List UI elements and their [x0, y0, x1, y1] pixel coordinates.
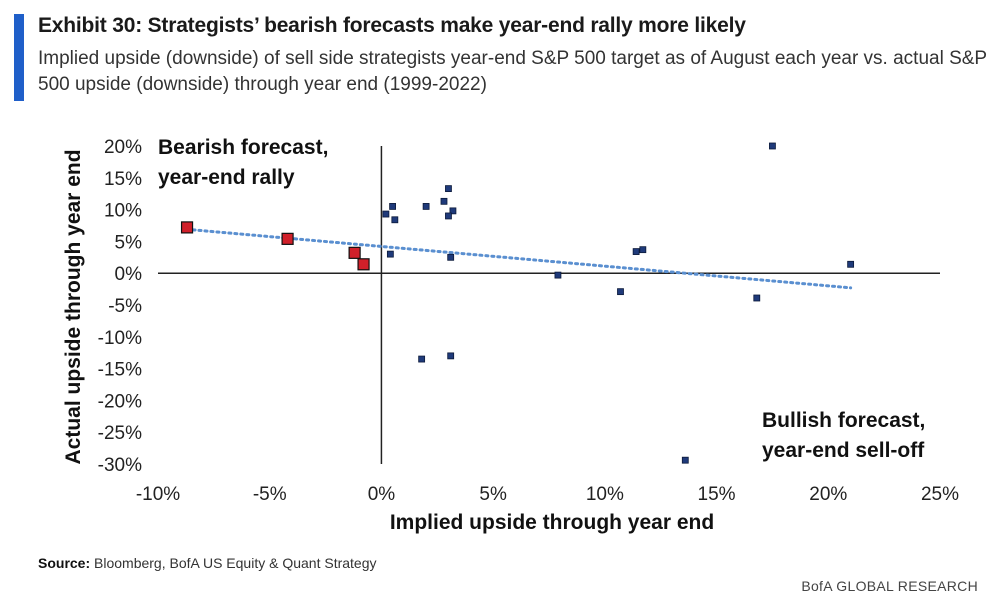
- data-point: [449, 207, 457, 215]
- x-tick-label: 25%: [921, 484, 959, 505]
- data-point: [447, 253, 455, 261]
- data-point: [386, 250, 394, 258]
- trendline: [185, 227, 853, 290]
- source-text: Bloomberg, BofA US Equity & Quant Strate…: [94, 555, 377, 571]
- data-point: [769, 142, 776, 150]
- annotation-text: Bullish forecast,: [762, 409, 925, 432]
- data-point: [554, 271, 562, 279]
- annotation-text: year-end sell-off: [762, 439, 925, 462]
- axes: [158, 146, 940, 464]
- y-axis-label: Actual upside through year end: [62, 149, 85, 464]
- data-point: [382, 210, 390, 218]
- data-point: [422, 203, 430, 210]
- source-label: Source:: [38, 555, 91, 571]
- y-tick-label: 20%: [104, 137, 142, 158]
- x-tick-label: 20%: [809, 484, 847, 505]
- data-point: [445, 212, 452, 220]
- y-tick-label: -30%: [98, 455, 142, 476]
- data-point: [391, 216, 399, 224]
- trendline-group: [185, 227, 853, 290]
- y-tick-label: 5%: [115, 232, 143, 253]
- annotation-text: Bearish forecast,: [158, 136, 328, 159]
- y-tick-label: 0%: [115, 264, 143, 285]
- y-tick-label: 15%: [104, 169, 142, 190]
- accent-bar: [14, 14, 24, 101]
- y-tick-label: -15%: [98, 360, 142, 381]
- y-tick-label: -20%: [98, 391, 142, 412]
- x-tick-label: 5%: [479, 484, 507, 505]
- x-tick-label: 0%: [368, 484, 396, 505]
- y-tick-label: -25%: [98, 423, 142, 444]
- page-title: Exhibit 30: Strategists’ bearish forecas…: [38, 14, 746, 37]
- x-tick-label: -10%: [136, 484, 180, 505]
- highlighted-point: [281, 232, 294, 245]
- y-tick-label: -10%: [98, 328, 142, 349]
- page-subtitle: Implied upside (downside) of sell side s…: [38, 48, 987, 95]
- annotation-text: year-end rally: [158, 166, 295, 189]
- data-point: [447, 352, 455, 360]
- x-tick-label: 10%: [586, 484, 624, 505]
- data-point: [632, 248, 640, 255]
- data-point: [440, 197, 448, 205]
- highlighted-point: [357, 258, 370, 271]
- highlighted-point: [348, 246, 361, 259]
- x-tick-label: -5%: [253, 484, 287, 505]
- data-point: [681, 456, 689, 464]
- data-point: [445, 185, 452, 193]
- highlighted-point: [180, 221, 194, 234]
- footer-brand: BofA GLOBAL RESEARCH: [801, 578, 978, 594]
- annotations: Bearish forecast, year-end rally Bullish f…: [158, 136, 925, 462]
- y-tick-label: 10%: [104, 201, 142, 222]
- data-point: [847, 260, 855, 268]
- data-point: [639, 246, 647, 254]
- data-point: [418, 355, 426, 363]
- data-point: [753, 294, 761, 302]
- x-tick-label: 15%: [698, 484, 736, 505]
- data-point: [617, 288, 624, 296]
- x-axis-ticks: -10% -5% 0% 5% 10% 15% 20% 25%: [136, 484, 959, 505]
- x-axis-label: Implied upside through year end: [390, 511, 714, 534]
- y-axis-ticks: 20% 15% 10% 5% 0% -5% -10% -15% -20% -25% -30%: [98, 137, 142, 476]
- points-group: [180, 142, 855, 464]
- data-point: [389, 203, 397, 210]
- source-note: Source: Bloomberg, BofA US Equity & Quan…: [38, 555, 377, 571]
- y-tick-label: -5%: [108, 296, 142, 317]
